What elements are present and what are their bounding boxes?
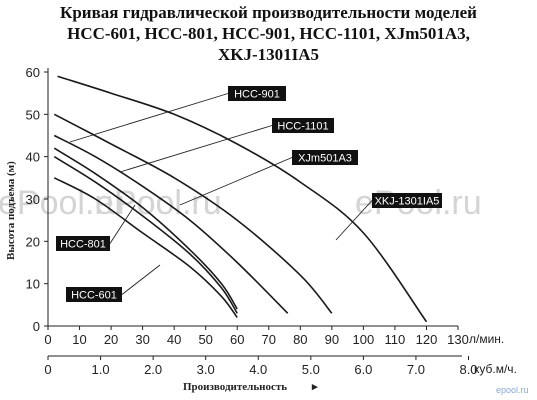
callout-leader [121, 264, 161, 295]
x-tick-label: 40 [167, 332, 181, 347]
y-tick-label: 0 [33, 319, 40, 334]
curve-xkj-1301ia5 [57, 75, 428, 323]
callout-leader [69, 93, 229, 143]
curve-xjm501a3 [53, 113, 333, 314]
x-axis-arrow: ▸ [311, 381, 318, 393]
x2-tick-label: 3.0 [197, 362, 215, 377]
y-tick-label: 60 [26, 65, 40, 80]
x-tick-label: 50 [198, 332, 212, 347]
x-tick-label: 30 [135, 332, 149, 347]
callouts: HCC-901 HCC-1101 XJm501A3 XKJ-1301IA5 HCC-80… [56, 86, 442, 302]
x-tick-label: 60 [230, 332, 244, 347]
callout-label: HCC-601 [71, 290, 117, 302]
x-tick-label: 100 [353, 332, 375, 347]
y-tick-label: 50 [26, 107, 40, 122]
callout-box [228, 86, 286, 101]
site-logo: epool.ru [496, 385, 529, 395]
x-tick-label: 10 [72, 332, 86, 347]
callout-box [372, 193, 442, 208]
curve-hcc-601 [53, 177, 238, 318]
x-unit-primary: л/мин. [469, 332, 504, 346]
chart-title-line-3: XKJ-1301IA5 [217, 45, 320, 64]
y-tick-label: 10 [26, 277, 40, 292]
x-tick-label: 20 [104, 332, 118, 347]
callout-label: XKJ-1301IA5 [375, 196, 440, 208]
callout-box [272, 118, 334, 133]
y-axis-label: Высота подъема (м) [5, 161, 17, 260]
callout-box [66, 287, 122, 302]
callout-label: HCC-901 [234, 89, 280, 101]
x2-tick-label: 7.0 [407, 362, 425, 377]
x2-tick-label: 6.0 [354, 362, 372, 377]
x-unit-secondary: куб.м/ч. [474, 362, 517, 376]
chart-title-line-2: HCC-601, HCC-801, HCC-901, HCC-1101, XJm… [67, 24, 470, 43]
callout-box [292, 150, 358, 165]
axes: 0 10 20 30 40 50 60 0 10 20 30 40 50 60 70 80 90 100 110 12… [26, 65, 478, 377]
y-tick-label: 30 [26, 192, 40, 207]
callout-leader [335, 200, 373, 241]
x2-tick-label: 1.0 [92, 362, 110, 377]
x-tick-label: 130 [447, 332, 469, 347]
callout-label: HCC-801 [60, 239, 106, 251]
curve-hcc-1101 [53, 134, 289, 314]
callout-box [56, 236, 110, 251]
chart-title-line-1: Кривая гидравлической производительности… [60, 3, 477, 22]
curve-hcc-901 [53, 147, 238, 310]
watermark-text: ePool.ru [95, 184, 222, 222]
x2-tick-label: 5.0 [302, 362, 320, 377]
x2-tick-label: 4.0 [249, 362, 267, 377]
y-tick-label: 20 [26, 234, 40, 249]
x-tick-label: 110 [385, 332, 406, 347]
callout-leader [179, 157, 293, 206]
callout-label: HCC-1101 [277, 121, 328, 133]
x2-tick-label: 8.0 [459, 362, 477, 377]
chart-title: Кривая гидравлической производительности… [0, 2, 537, 65]
y-tick-label: 40 [26, 150, 40, 165]
x-axis-label: Производительность [183, 381, 287, 393]
watermark-text: ePool.ru [0, 184, 125, 222]
x2-tick-label: 2.0 [144, 362, 162, 377]
curve-hcc-801 [53, 156, 238, 314]
x-tick-label: 90 [325, 332, 339, 347]
x-tick-label: 70 [262, 332, 276, 347]
callout-leader [119, 125, 273, 173]
callout-leader [109, 204, 136, 244]
x-tick-label: 80 [293, 332, 307, 347]
x-tick-label: 0 [44, 332, 51, 347]
x2-tick-label: 0 [44, 362, 51, 377]
curves [53, 75, 428, 323]
x-tick-label: 120 [416, 332, 438, 347]
callout-label: XJm501A3 [298, 153, 352, 165]
